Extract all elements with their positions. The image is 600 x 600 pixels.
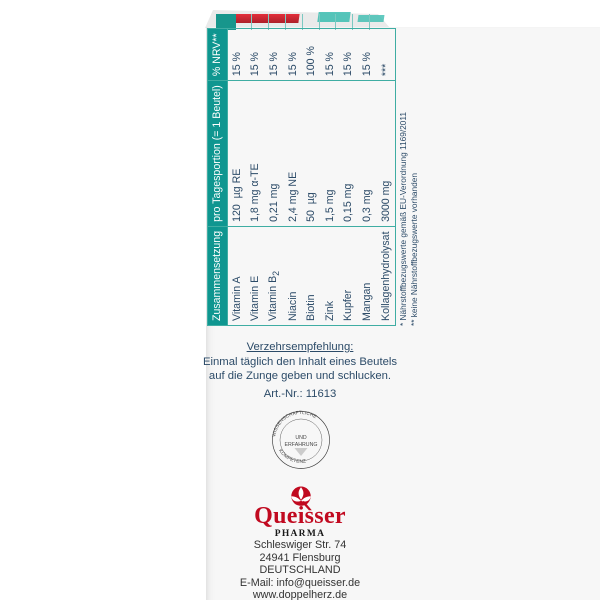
svg-text:ERFAHRUNG: ERFAHRUNG	[285, 442, 318, 448]
svg-text:WISSENSCHAFTLICHE: WISSENSCHAFTLICHE	[271, 410, 317, 437]
svg-text:UND: UND	[295, 435, 307, 441]
